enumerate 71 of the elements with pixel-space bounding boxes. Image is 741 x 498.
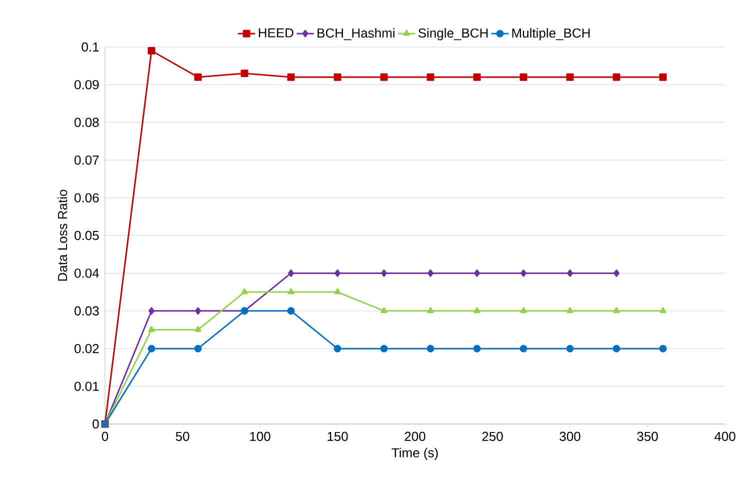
point (614, 269, 620, 277)
point (380, 73, 388, 81)
point (288, 269, 294, 277)
point (194, 326, 202, 332)
point (287, 73, 295, 81)
x-axis-title: Time (s) (392, 448, 438, 460)
point (566, 73, 574, 81)
point (240, 70, 248, 78)
point (148, 47, 156, 55)
point (520, 73, 528, 81)
point (520, 307, 527, 314)
point (381, 269, 387, 277)
point (334, 73, 342, 81)
x-tick-label: 100 (250, 432, 270, 442)
point (566, 307, 574, 314)
y-axis-title: Data Loss Ratio (58, 190, 68, 281)
y-tick-label: 0.04 (74, 268, 99, 278)
y-tick-label: 0.03 (74, 306, 99, 316)
y-tick-label: 0.06 (74, 193, 99, 202)
point (380, 344, 388, 352)
legend-label: HEED (258, 28, 294, 38)
point (287, 307, 295, 315)
y-tick-label: 0.05 (74, 230, 99, 240)
point (567, 269, 574, 277)
legend-label: BCH_Hashmi (318, 28, 394, 40)
legend-label: Multiple_BCH (512, 28, 590, 40)
x-tick-label: 250 (482, 432, 503, 442)
point (473, 73, 481, 81)
point (520, 269, 527, 277)
point (288, 288, 294, 294)
point (426, 73, 434, 81)
x-tick-label: 50 (176, 432, 190, 442)
y-tick-label: 0.08 (74, 118, 99, 127)
point (473, 344, 481, 352)
point (194, 344, 202, 352)
point (380, 307, 388, 314)
point (427, 307, 434, 314)
point (474, 307, 480, 314)
point (241, 288, 248, 294)
point (659, 344, 667, 352)
y-tick-label: 0.1 (82, 42, 99, 52)
point (334, 288, 341, 294)
point (426, 344, 434, 352)
point (566, 344, 574, 352)
legend-label: Single_BCH (418, 28, 488, 40)
point (148, 307, 154, 315)
point (148, 344, 156, 352)
point (660, 307, 666, 314)
point (613, 307, 620, 314)
x-tick-label: 200 (404, 432, 426, 442)
point (334, 344, 342, 352)
y-tick-label: 0 (92, 419, 99, 429)
point (474, 269, 480, 277)
point (612, 344, 620, 352)
point (520, 344, 528, 352)
point (148, 326, 155, 332)
x-tick-label: 350 (637, 432, 658, 442)
y-tick-label: 0.01 (74, 382, 99, 391)
x-tick-label: 300 (560, 432, 580, 442)
x-tick-label: 150 (328, 432, 348, 442)
point (334, 269, 341, 277)
point (659, 73, 667, 81)
point (194, 73, 202, 81)
x-tick-label: 0 (102, 432, 108, 442)
point (612, 73, 620, 81)
y-tick-label: 0.09 (74, 80, 99, 90)
point (195, 307, 202, 315)
y-tick-label: 0.07 (74, 155, 99, 165)
x-tick-label: 400 (714, 432, 736, 442)
point (428, 269, 434, 277)
y-tick-label: 0.02 (74, 344, 99, 354)
